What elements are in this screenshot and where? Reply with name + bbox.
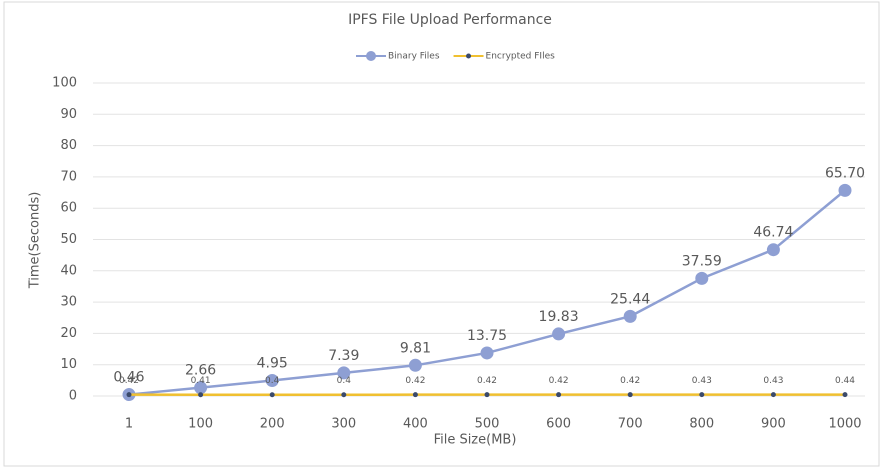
- x-tick-label: 700: [618, 417, 643, 432]
- data-label: 0.42: [620, 376, 640, 386]
- x-tick-label: 500: [475, 417, 500, 432]
- data-label: 0.43: [692, 376, 712, 386]
- y-axis-label: Time(Seconds): [28, 192, 43, 290]
- legend-marker: [466, 53, 472, 59]
- data-point: [412, 392, 418, 398]
- data-point: [552, 327, 566, 341]
- data-point: [623, 309, 637, 323]
- y-tick-label: 30: [60, 295, 77, 310]
- data-label: 13.75: [467, 328, 507, 344]
- data-label: 0.42: [477, 376, 497, 386]
- x-tick-label: 200: [260, 417, 285, 432]
- data-point: [842, 392, 848, 398]
- data-point: [337, 366, 351, 380]
- data-point: [766, 243, 780, 257]
- data-point: [126, 392, 132, 398]
- chart-title: IPFS File Upload Performance: [348, 12, 552, 28]
- data-label: 65.70: [825, 165, 865, 181]
- data-label: 4.95: [257, 356, 288, 372]
- data-point: [699, 392, 705, 398]
- y-tick-label: 90: [60, 107, 77, 122]
- data-label: 0.4: [265, 376, 280, 386]
- legend-label: Binary Files: [388, 52, 440, 62]
- y-tick-label: 80: [60, 138, 77, 153]
- data-point: [265, 374, 279, 388]
- x-axis-label: File Size(MB): [434, 433, 517, 448]
- data-label: 0.44: [835, 376, 855, 386]
- data-point: [484, 392, 490, 398]
- y-tick-label: 70: [60, 169, 77, 184]
- data-label: 2.66: [185, 363, 216, 379]
- data-label: 0.43: [763, 376, 783, 386]
- y-tick-label: 50: [60, 232, 77, 247]
- data-label: 0.42: [405, 376, 425, 386]
- x-tick-label: 100: [188, 417, 213, 432]
- data-point: [838, 183, 852, 197]
- y-tick-label: 20: [60, 326, 77, 341]
- x-tick-label: 1000: [828, 417, 861, 432]
- data-point: [341, 392, 347, 398]
- data-label: 25.44: [610, 291, 650, 307]
- legend-marker: [366, 51, 376, 61]
- x-tick-label: 300: [331, 417, 356, 432]
- data-point: [269, 392, 275, 398]
- y-tick-label: 40: [60, 263, 77, 278]
- data-label: 9.81: [400, 340, 431, 356]
- data-label: 7.39: [328, 348, 359, 364]
- x-tick-label: 1: [125, 417, 133, 432]
- x-tick-label: 600: [546, 417, 571, 432]
- data-point: [770, 392, 776, 398]
- y-tick-label: 10: [60, 357, 77, 372]
- data-point: [480, 346, 494, 360]
- chart-border: [3, 1, 880, 467]
- data-point: [194, 381, 208, 395]
- data-label: 0.46: [113, 370, 144, 386]
- x-tick-label: 400: [403, 417, 428, 432]
- data-point: [408, 358, 422, 372]
- y-tick-label: 60: [60, 201, 77, 216]
- y-tick-label: 100: [52, 76, 77, 91]
- data-label: 46.74: [753, 225, 793, 241]
- x-tick-label: 900: [761, 417, 786, 432]
- data-label: 37.59: [682, 253, 722, 269]
- data-point: [556, 392, 562, 398]
- data-label: 0.4: [337, 376, 352, 386]
- data-label: 0.42: [119, 376, 139, 386]
- data-label: 0.42: [549, 376, 569, 386]
- data-point: [695, 271, 709, 285]
- data-point: [198, 392, 204, 398]
- legend-label: Encrypted FIles: [486, 52, 556, 62]
- data-label: 0.41: [191, 376, 211, 386]
- x-tick-label: 800: [689, 417, 714, 432]
- y-tick-label: 0: [69, 389, 77, 404]
- data-label: 19.83: [539, 309, 579, 325]
- data-point: [627, 392, 633, 398]
